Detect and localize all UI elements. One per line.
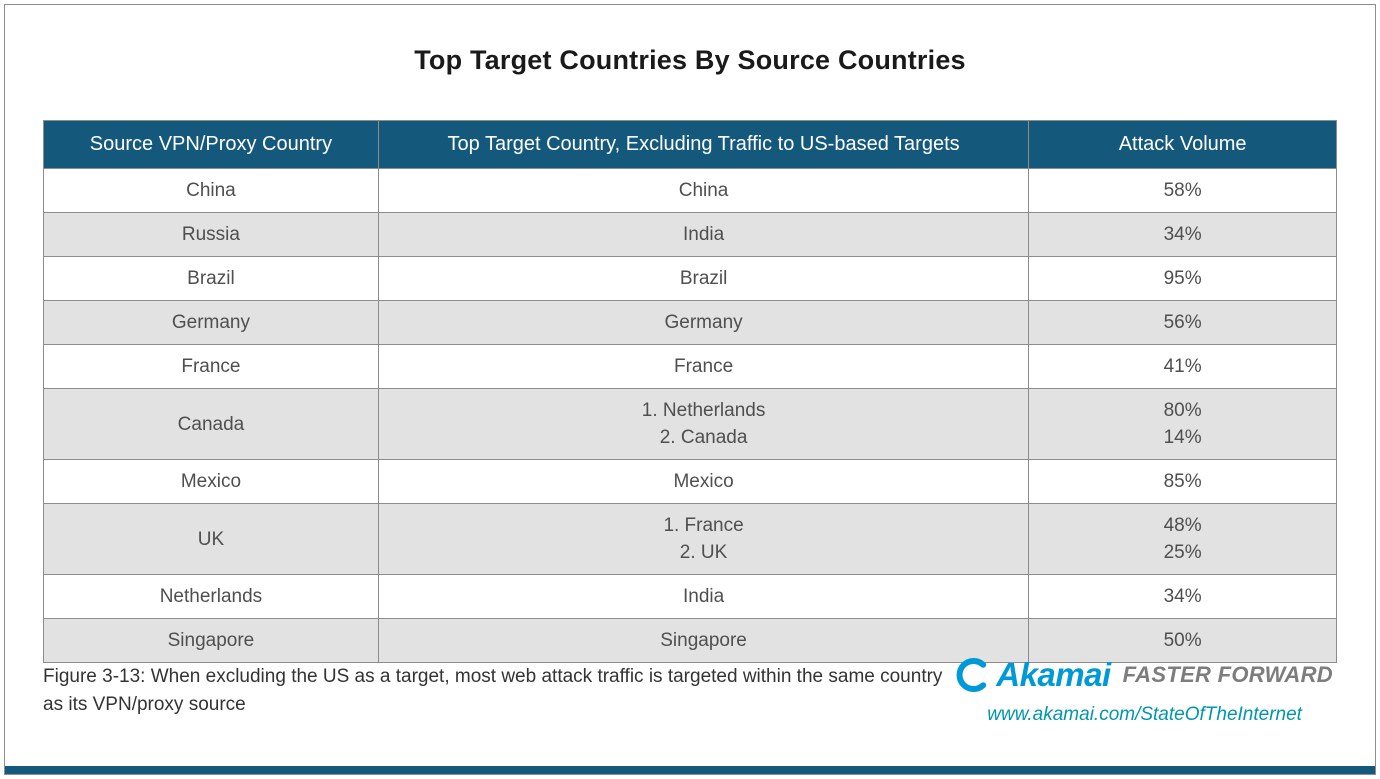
- table-header-row: Source VPN/Proxy Country Top Target Coun…: [43, 120, 1337, 169]
- table-row: Netherlands India 34%: [43, 574, 1337, 619]
- figure-title: Top Target Countries By Source Countries: [414, 45, 966, 75]
- table-row: Russia India 34%: [43, 212, 1337, 257]
- cell-source: Russia: [43, 212, 379, 257]
- cell-source: China: [43, 168, 379, 213]
- cell-volume: 80% 14%: [1028, 388, 1337, 460]
- cell-source: UK: [43, 503, 379, 575]
- col-header-source-country: Source VPN/Proxy Country: [43, 120, 379, 169]
- akamai-branding: Akamai FASTER FORWARD www.akamai.com/Sta…: [956, 656, 1337, 726]
- cell-source: Germany: [43, 300, 379, 345]
- table-row: Singapore Singapore 50%: [43, 618, 1337, 663]
- cell-target: India: [377, 574, 1030, 619]
- cell-target: Brazil: [377, 256, 1030, 301]
- table-row: Canada 1. Netherlands 2. Canada 80% 14%: [43, 388, 1337, 460]
- cell-volume: 34%: [1028, 212, 1337, 257]
- cell-target: 1. Netherlands 2. Canada: [377, 388, 1030, 460]
- col-header-attack-volume: Attack Volume: [1028, 120, 1337, 169]
- cell-volume: 95%: [1028, 256, 1337, 301]
- cell-source: France: [43, 344, 379, 389]
- cell-volume: 56%: [1028, 300, 1337, 345]
- table-row: China China 58%: [43, 168, 1337, 213]
- table-row: Mexico Mexico 85%: [43, 459, 1337, 504]
- cell-target: China: [377, 168, 1030, 213]
- cell-target: Germany: [377, 300, 1030, 345]
- cell-volume: 85%: [1028, 459, 1337, 504]
- cell-volume: 48% 25%: [1028, 503, 1337, 575]
- report-page: Top Target Countries By Source Countries…: [4, 4, 1376, 775]
- table-row: Germany Germany 56%: [43, 300, 1337, 345]
- cell-target: France: [377, 344, 1030, 389]
- cell-target: 1. France 2. UK: [377, 503, 1030, 575]
- page-footer: Figure 3-13: When excluding the US as a …: [43, 656, 1337, 726]
- data-table: Source VPN/Proxy Country Top Target Coun…: [43, 120, 1337, 663]
- figure-caption: Figure 3-13: When excluding the US as a …: [43, 666, 943, 715]
- akamai-logo-text: Akamai: [996, 656, 1111, 693]
- cell-source: Netherlands: [43, 574, 379, 619]
- cell-volume: 34%: [1028, 574, 1337, 619]
- akamai-url-link[interactable]: www.akamai.com/StateOfTheInternet: [987, 704, 1302, 725]
- cell-volume: 41%: [1028, 344, 1337, 389]
- cell-volume: 58%: [1028, 168, 1337, 213]
- table-row: UK 1. France 2. UK 48% 25%: [43, 503, 1337, 575]
- cell-target: Singapore: [377, 618, 1030, 663]
- cell-source: Brazil: [43, 256, 379, 301]
- col-header-target-country: Top Target Country, Excluding Traffic to…: [377, 120, 1030, 169]
- cell-source: Mexico: [43, 459, 379, 504]
- table-row: Brazil Brazil 95%: [43, 256, 1337, 301]
- cell-target: India: [377, 212, 1030, 257]
- bottom-accent-bar: [5, 766, 1375, 774]
- table-row: France France 41%: [43, 344, 1337, 389]
- cell-target: Mexico: [377, 459, 1030, 504]
- akamai-tagline: FASTER FORWARD: [1122, 662, 1333, 687]
- cell-source: Singapore: [43, 618, 379, 663]
- cell-volume: 50%: [1028, 618, 1337, 663]
- akamai-logo: Akamai FASTER FORWARD: [956, 656, 1333, 694]
- cell-source: Canada: [43, 388, 379, 460]
- akamai-swoosh-icon: [956, 658, 990, 692]
